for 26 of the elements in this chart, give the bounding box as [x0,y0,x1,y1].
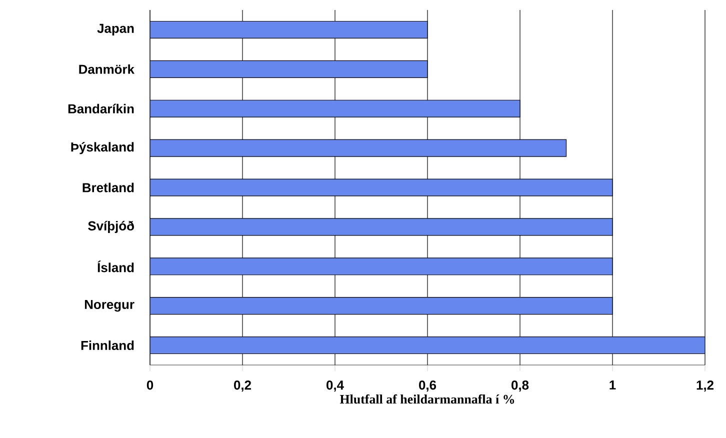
bar [150,258,613,276]
x-axis-title: Hlutfall af heildarmannafla í % [340,394,514,404]
bar [150,20,428,39]
y-tick-label: Danmörk [79,64,134,74]
y-tick-label: Finnland [81,340,134,350]
bar [150,139,567,157]
y-tick-label: Bretland [82,182,134,192]
x-tick-label: 0,4 [326,380,344,392]
bar [150,218,613,236]
x-tick-label: 0,8 [512,380,529,392]
bar [150,100,520,118]
bar [150,297,613,315]
y-tick-label: Ísland [98,260,134,272]
x-tick-label: 0,6 [419,380,436,392]
y-tick-label: Bandaríkin [68,104,134,114]
bar [150,336,706,354]
x-tick-label: 1,2 [696,380,714,392]
bar [150,178,613,196]
y-tick-label: Japan [97,24,134,36]
x-tick-label: 0,2 [234,380,251,392]
y-tick-label: Svíþjóð [88,220,134,234]
x-tick-label: 0 [146,380,154,390]
y-tick-label: Noregur [84,300,134,312]
x-tick-label: 1 [610,380,616,390]
y-tick-label: Þýskaland [71,142,134,154]
bar [150,60,428,78]
